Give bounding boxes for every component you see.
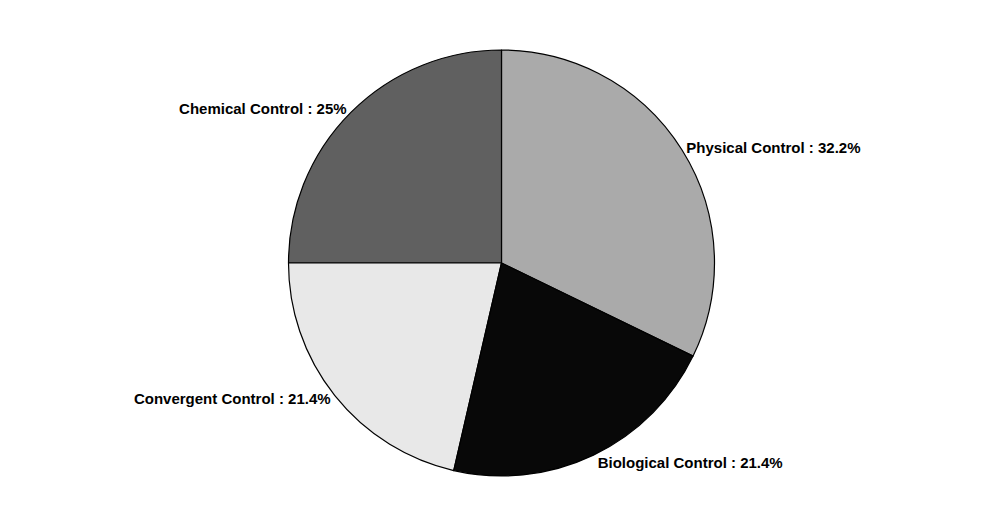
svg-text:Convergent Control : 21.4%: Convergent Control : 21.4%	[134, 390, 331, 407]
svg-text:Chemical Control : 25%: Chemical Control : 25%	[179, 100, 347, 117]
svg-text:Biological Control : 21.4%: Biological Control : 21.4%	[598, 454, 783, 471]
svg-text:Physical Control : 32.2%: Physical Control : 32.2%	[686, 139, 860, 156]
